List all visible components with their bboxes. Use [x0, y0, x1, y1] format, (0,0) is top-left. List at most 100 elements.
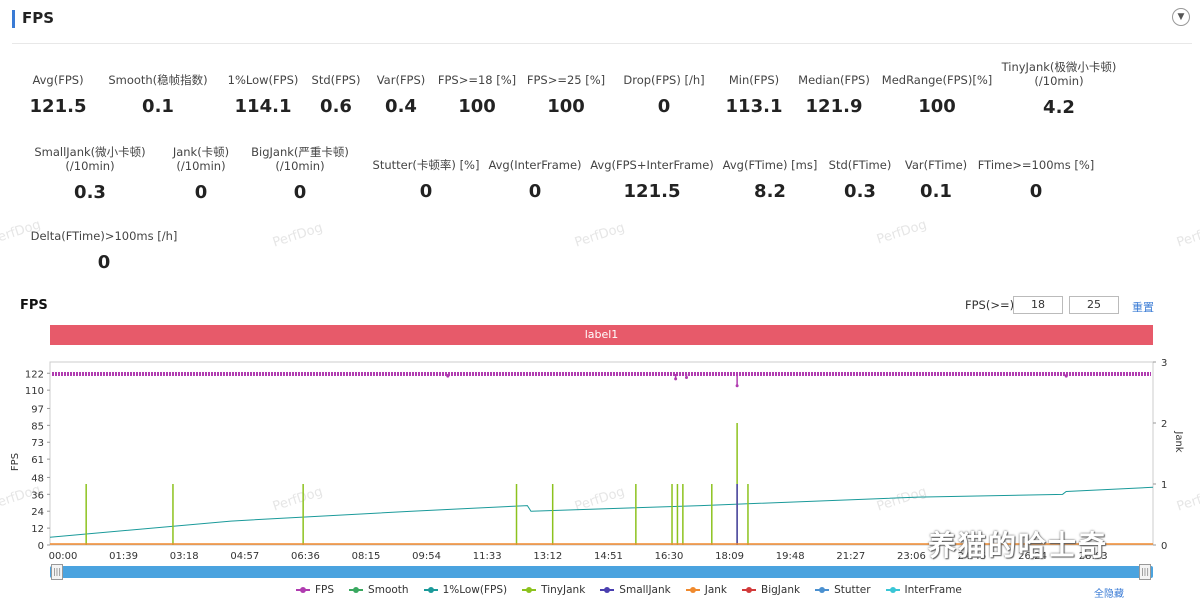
x-tick-label: 26:24 [1018, 551, 1047, 562]
fps-threshold-label: FPS(>=) [965, 298, 1015, 312]
y-tick-label: 73 [31, 438, 44, 449]
legend-item-jank[interactable]: Jank [685, 584, 728, 596]
metric-item: Std(FPS) 0.6 [246, 73, 426, 117]
legend-swatch [296, 587, 310, 593]
metric-label-unit: (/10min) [275, 159, 325, 173]
metric-label: Drop(FPS) [/h] [623, 73, 705, 87]
metric-label: FTime>=100ms [%] [977, 158, 1095, 172]
legend-item-interframe[interactable]: InterFrame [885, 584, 962, 596]
metric-label: Avg(FPS) [32, 73, 84, 87]
metric-value: 121.5 [29, 96, 87, 117]
metric-label-unit: (/10min) [176, 159, 226, 173]
fps-dip-point [684, 375, 688, 379]
metric-label: 1%Low(FPS) [227, 73, 299, 87]
y-axis-label: FPS [10, 453, 21, 471]
metric-item: MedRange(FPS)[%] 100 [847, 73, 1027, 117]
metric-value: 0.6 [320, 96, 352, 117]
metric-value: 0.1 [142, 96, 174, 117]
legend-swatch [423, 587, 438, 593]
y-tick-label: 61 [31, 455, 44, 466]
metric-item: Stutter(卡顿率) [%] 0 [336, 158, 516, 202]
reset-button[interactable]: 重置 [1132, 301, 1154, 314]
x-tick-label: 23:06 [897, 551, 926, 562]
metric-label-unit: (/10min) [65, 159, 115, 173]
metric-label: Jank(卡顿) [172, 145, 230, 159]
fps-threshold-input-2[interactable]: 25 [1069, 296, 1119, 314]
metric-value: 0 [419, 181, 433, 202]
section-header: FPS ▼ [12, 6, 1192, 44]
fps-dip-point [674, 377, 678, 381]
x-tick-label: 00:00 [49, 551, 78, 562]
metric-value: 8.2 [754, 181, 786, 202]
metric-item: Min(FPS) 113.1 [664, 73, 844, 117]
y2-axis-label: Jank [1173, 430, 1184, 452]
metric-item: Drop(FPS) [/h] 0 [574, 73, 754, 117]
metric-value: 100 [547, 96, 585, 117]
slider-right-handle[interactable]: ||| [1139, 564, 1151, 580]
legend-item-smooth[interactable]: Smooth [349, 584, 409, 596]
legend-swatch [522, 587, 537, 593]
y-tick-label: 110 [25, 386, 44, 397]
fps-threshold-input-1[interactable]: 18 [1013, 296, 1063, 314]
label-bar[interactable]: label1 [50, 325, 1153, 345]
metric-item: Avg(FTime) [ms] 8.2 [680, 158, 860, 202]
metric-item: BigJank(严重卡顿) (/10min) 0 [210, 145, 390, 203]
metric-item: Avg(FPS+InterFrame) 121.5 [562, 158, 742, 202]
metric-label: Median(FPS) [798, 73, 870, 87]
slider-left-handle[interactable]: ||| [51, 564, 63, 580]
x-tick-label: 09:54 [412, 551, 441, 562]
legend-label: TinyJank [541, 584, 586, 596]
x-tick-label: 08:15 [352, 551, 381, 562]
y-tick-label: 97 [31, 404, 44, 415]
metric-label: Std(FPS) [311, 73, 361, 87]
legend-item-smalljank[interactable]: SmallJank [600, 584, 671, 596]
time-range-slider[interactable] [50, 566, 1153, 578]
fps-dip-point [735, 384, 739, 388]
metric-value: 121.9 [805, 96, 863, 117]
metric-item: Delta(FTime)>100ms [/h] 0 [14, 229, 194, 273]
y-tick-label: 0 [38, 541, 44, 552]
metric-item: Avg(InterFrame) 0 [445, 158, 625, 202]
legend-item-bigjank[interactable]: BigJank [742, 584, 800, 596]
legend-swatch [742, 587, 757, 593]
y-tick-label: 48 [31, 473, 44, 484]
metric-label: SmallJank(微小卡顿) [34, 145, 146, 159]
metric-value: 4.2 [1043, 97, 1075, 118]
legend-label: BigJank [761, 584, 801, 596]
y-tick-label: 122 [25, 369, 44, 380]
legend-item-stutter[interactable]: Stutter [815, 584, 871, 596]
metric-item: TinyJank(极微小卡顿) (/10min) 4.2 [969, 60, 1149, 118]
x-tick-label: 03:18 [170, 551, 199, 562]
metric-item: Smooth(稳帧指数) 0.1 [68, 73, 248, 117]
metric-label: Std(FTime) [828, 158, 892, 172]
legend-swatch [885, 587, 900, 593]
legend-label: Jank [704, 584, 728, 596]
legend-swatch [815, 587, 830, 593]
metric-item: FPS>=18 [%] 100 [387, 73, 567, 117]
hide-all-button[interactable]: 全隐藏 [1094, 589, 1124, 598]
legend-item-tinyjank[interactable]: TinyJank [522, 584, 585, 596]
chart-legend: FPS Smooth 1%Low(FPS) TinyJank SmallJank Jank… [296, 584, 977, 598]
y-tick-label: 36 [31, 490, 44, 501]
x-tick-label: 13:12 [533, 551, 562, 562]
legend-item-low1[interactable]: 1%Low(FPS) [423, 584, 508, 596]
metric-label: Avg(InterFrame) [488, 158, 582, 172]
metric-value: 0.3 [74, 182, 106, 203]
chart-title: FPS [20, 298, 48, 313]
chevron-down-icon[interactable]: ▼ [1172, 8, 1190, 26]
x-tick-label: 01:39 [109, 551, 138, 562]
legend-item-fps[interactable]: FPS [296, 584, 334, 596]
fps-dip-point [446, 374, 450, 378]
metric-label: FPS>=18 [%] [437, 73, 517, 87]
metric-label-unit: (/10min) [1034, 74, 1084, 88]
legend-label: 1%Low(FPS) [442, 584, 508, 596]
metric-item: Jank(卡顿) (/10min) 0 [111, 145, 291, 203]
overlay-watermark: 养猫的哈士奇 [928, 529, 1109, 562]
fps-dip-point [1064, 374, 1068, 378]
x-tick-label: 28:03 [1079, 551, 1108, 562]
metric-value: 113.1 [725, 96, 783, 117]
metric-label: Smooth(稳帧指数) [108, 73, 208, 87]
metric-item: 1%Low(FPS) 114.1 [173, 73, 353, 117]
metric-label: Var(FPS) [376, 73, 426, 87]
